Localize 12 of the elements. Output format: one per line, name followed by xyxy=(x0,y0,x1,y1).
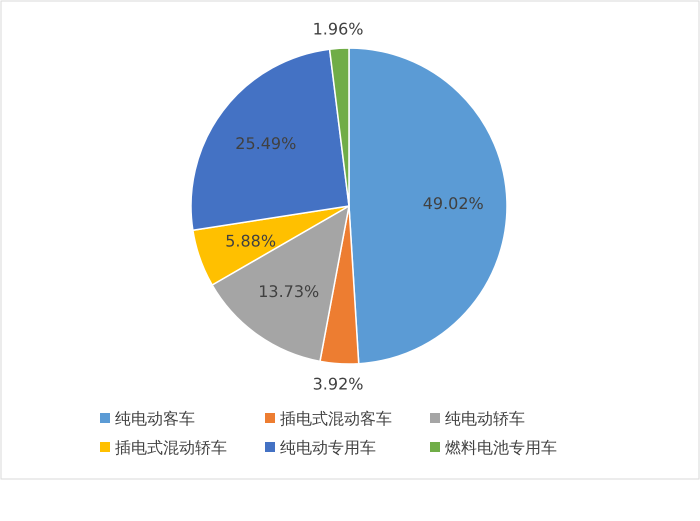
legend-label: 燃料电池专用车 xyxy=(445,438,557,457)
legend-label: 纯电动客车 xyxy=(115,409,195,428)
legend-label: 插电式混动轿车 xyxy=(115,438,227,457)
data-label: 49.02% xyxy=(422,194,484,213)
legend-label: 纯电动专用车 xyxy=(280,438,376,457)
data-label: 1.96% xyxy=(312,19,364,38)
data-label: 25.49% xyxy=(235,134,296,154)
data-label: 13.73% xyxy=(258,282,320,302)
data-label: 5.88% xyxy=(225,232,276,251)
data-label: 3.92% xyxy=(312,374,364,394)
legend-label: 纯电动轿车 xyxy=(445,409,525,428)
legend-label: 插电式混动客车 xyxy=(280,409,392,428)
